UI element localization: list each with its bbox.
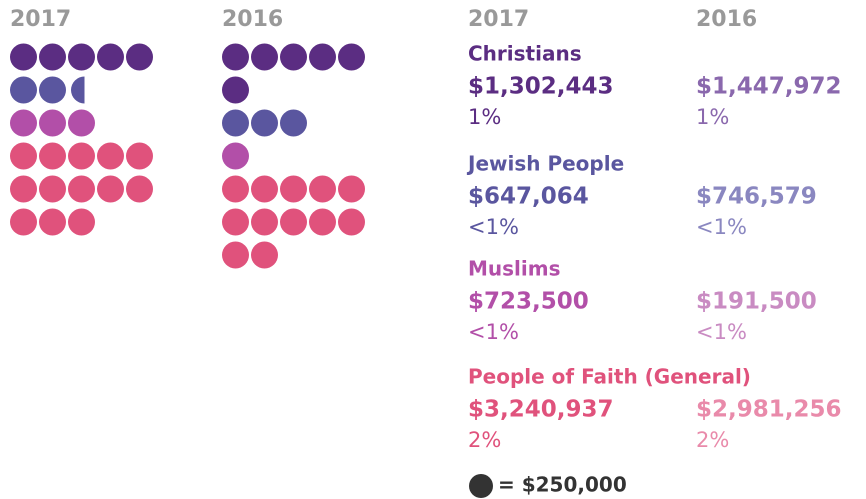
dot — [39, 109, 66, 137]
dot — [68, 175, 95, 203]
value-label: $2,981,256 — [696, 397, 842, 423]
dot — [126, 43, 153, 71]
share-label: 1% — [468, 105, 501, 129]
share-label: <1% — [696, 215, 747, 239]
dot — [251, 109, 278, 137]
dot — [68, 43, 95, 71]
value-label: $1,302,443 — [468, 74, 614, 100]
group-name: Christians — [468, 42, 582, 66]
dot — [10, 142, 37, 170]
dot — [222, 109, 249, 137]
half-dot — [71, 76, 85, 104]
dot — [251, 43, 278, 71]
dot — [10, 76, 37, 104]
dot — [39, 43, 66, 71]
share-label: 2% — [468, 428, 501, 452]
dot — [338, 175, 365, 203]
share-label: 1% — [696, 105, 729, 129]
dot — [97, 175, 124, 203]
dot — [309, 175, 336, 203]
dot — [251, 175, 278, 203]
dot — [39, 142, 66, 170]
dot — [126, 175, 153, 203]
legend-dot — [469, 474, 493, 498]
dot — [280, 109, 307, 137]
share-label: 2% — [696, 428, 729, 452]
group-name: Jewish People — [466, 152, 624, 176]
share-label: <1% — [468, 320, 519, 344]
dot — [222, 43, 249, 71]
dot — [280, 175, 307, 203]
value-label: $3,240,937 — [468, 397, 614, 423]
dot — [338, 43, 365, 71]
dot — [10, 208, 37, 236]
year-header: 2017 — [468, 7, 529, 32]
dot — [68, 142, 95, 170]
value-label: $746,579 — [696, 184, 817, 210]
dot — [39, 175, 66, 203]
dot — [309, 208, 336, 236]
dot — [10, 43, 37, 71]
dot — [97, 142, 124, 170]
dot — [280, 43, 307, 71]
dot — [126, 142, 153, 170]
legend-label: = $250,000 — [498, 473, 627, 497]
dot — [39, 208, 66, 236]
dot — [68, 208, 95, 236]
dot — [251, 241, 278, 269]
dot — [338, 208, 365, 236]
year-header: 2017 — [10, 7, 71, 32]
dot — [222, 175, 249, 203]
dot — [39, 76, 66, 104]
value-label: $723,500 — [468, 289, 589, 315]
value-label: $647,064 — [468, 184, 589, 210]
share-label: <1% — [696, 320, 747, 344]
share-label: <1% — [468, 215, 519, 239]
dot — [10, 109, 37, 137]
dot — [222, 142, 249, 170]
dot — [68, 109, 95, 137]
dot — [97, 43, 124, 71]
dot — [251, 208, 278, 236]
group-name: People of Faith (General) — [468, 365, 751, 389]
value-label: $1,447,972 — [696, 74, 842, 100]
dot — [222, 76, 249, 104]
value-label: $191,500 — [696, 289, 817, 315]
dot — [10, 175, 37, 203]
year-header: 2016 — [696, 7, 757, 32]
dot — [280, 208, 307, 236]
group-name: Muslims — [468, 257, 561, 281]
dot — [309, 43, 336, 71]
year-header: 2016 — [222, 7, 283, 32]
dot — [222, 241, 249, 269]
dot — [222, 208, 249, 236]
